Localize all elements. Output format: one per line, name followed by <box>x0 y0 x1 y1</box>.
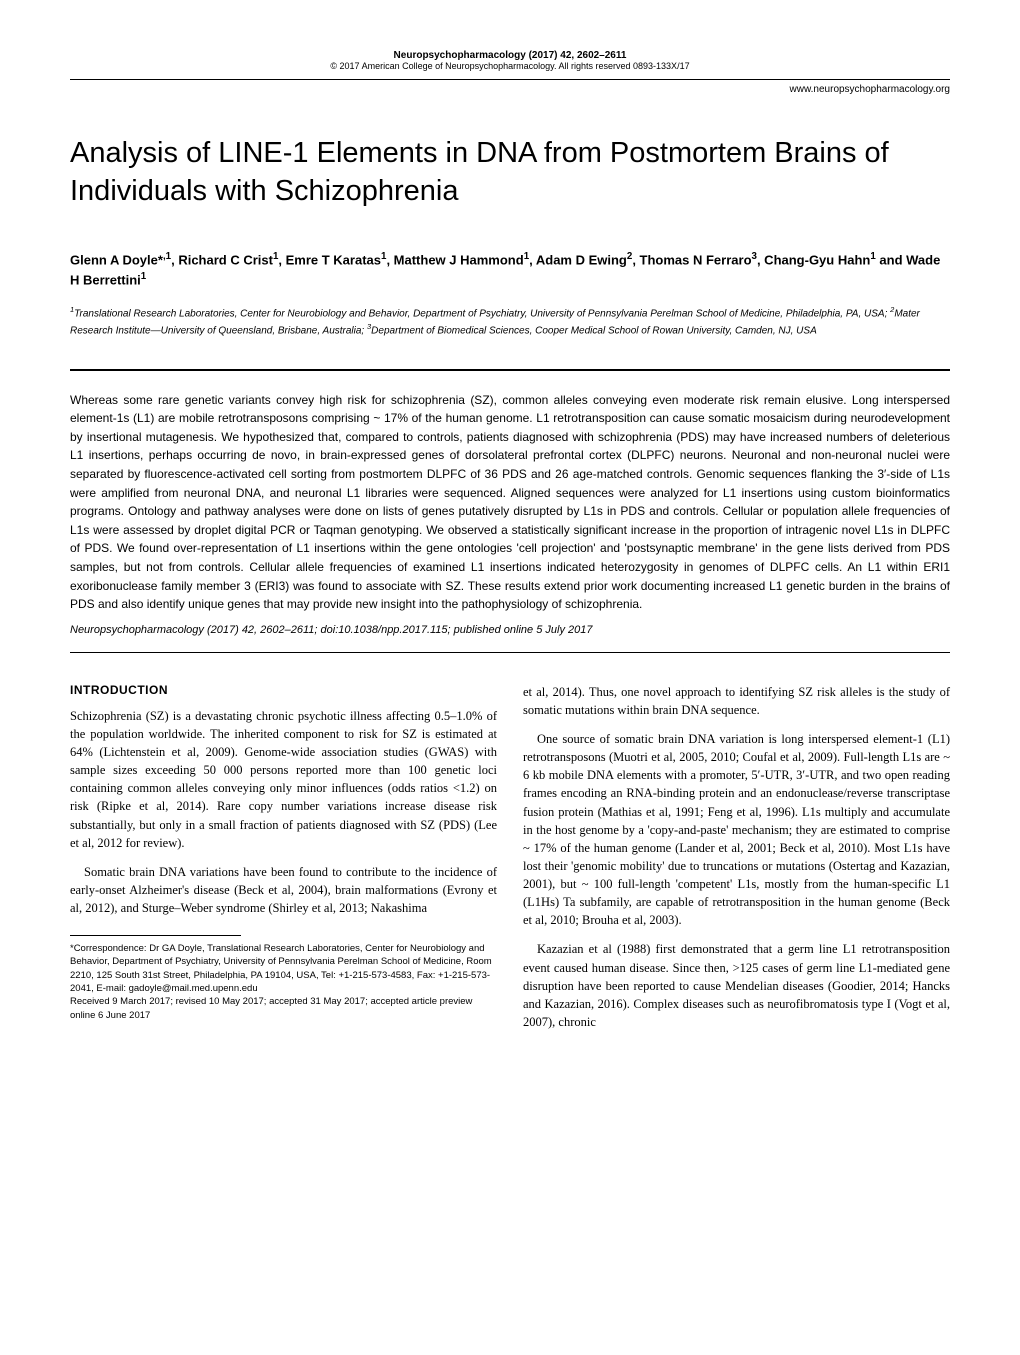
intro-paragraph-4: One source of somatic brain DNA variatio… <box>523 730 950 929</box>
intro-paragraph-1: Schizophrenia (SZ) is a devastating chro… <box>70 707 497 852</box>
correspondence-footnote: *Correspondence: Dr GA Doyle, Translatio… <box>70 942 497 995</box>
author-list: Glenn A Doyle*,1, Richard C Crist1, Emre… <box>70 250 950 290</box>
footnote-divider <box>70 935 241 936</box>
abstract-container: Whereas some rare genetic variants conve… <box>70 369 950 653</box>
journal-url: www.neuropsychopharmacology.org <box>70 84 950 95</box>
abstract-text: Whereas some rare genetic variants conve… <box>70 391 950 614</box>
page-header: Neuropsychopharmacology (2017) 42, 2602–… <box>70 50 950 71</box>
two-column-body: INTRODUCTION Schizophrenia (SZ) is a dev… <box>70 683 950 1042</box>
intro-paragraph-2: Somatic brain DNA variations have been f… <box>70 863 497 917</box>
copyright-line: © 2017 American College of Neuropsychoph… <box>70 61 950 71</box>
intro-paragraph-3: et al, 2014). Thus, one novel approach t… <box>523 683 950 719</box>
intro-paragraph-5: Kazazian et al (1988) first demonstrated… <box>523 940 950 1031</box>
affiliations: 1Translational Research Laboratories, Ce… <box>70 304 950 339</box>
dates-footnote: Received 9 March 2017; revised 10 May 20… <box>70 995 497 1022</box>
journal-reference: Neuropsychopharmacology (2017) 42, 2602–… <box>70 50 950 61</box>
header-divider <box>70 79 950 80</box>
article-title: Analysis of LINE-1 Elements in DNA from … <box>70 135 950 210</box>
left-column: INTRODUCTION Schizophrenia (SZ) is a dev… <box>70 683 497 1042</box>
introduction-heading: INTRODUCTION <box>70 683 497 697</box>
article-citation: Neuropsychopharmacology (2017) 42, 2602–… <box>70 624 950 636</box>
right-column: et al, 2014). Thus, one novel approach t… <box>523 683 950 1042</box>
